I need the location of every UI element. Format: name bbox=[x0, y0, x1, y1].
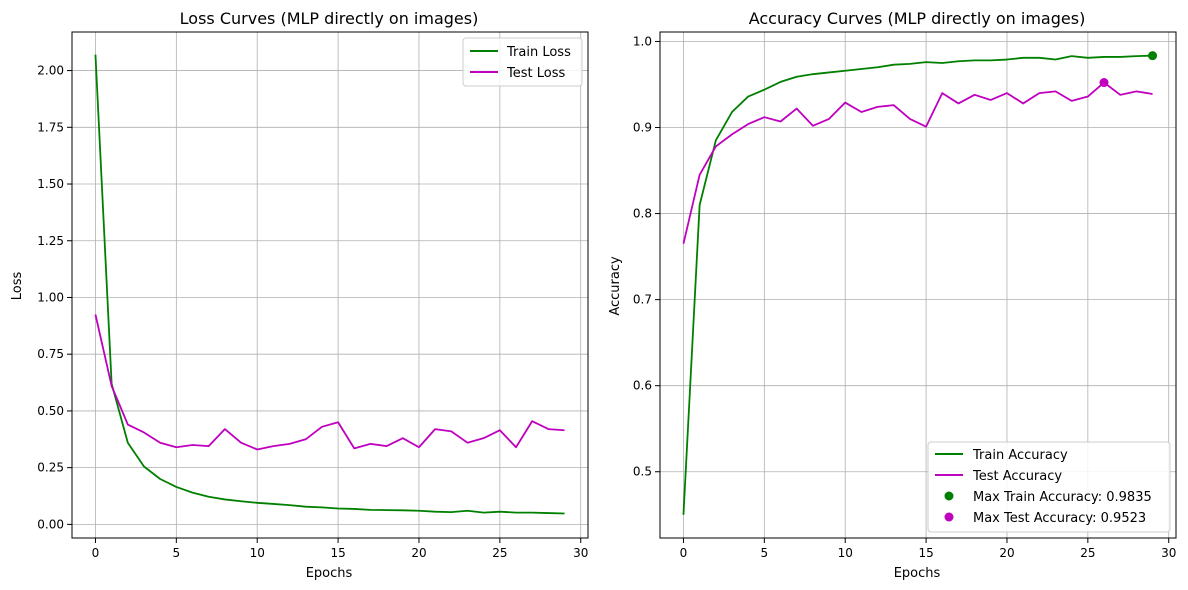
loss-ytick-label: 1.50 bbox=[37, 177, 64, 191]
loss-ytick-label: 0.25 bbox=[37, 461, 64, 475]
loss-legend-label-train: Train Loss bbox=[506, 45, 571, 60]
loss-xlabel: Epochs bbox=[306, 566, 353, 581]
accuracy-xtick-label: 10 bbox=[838, 546, 853, 560]
accuracy-chart-title: Accuracy Curves (MLP directly on images) bbox=[749, 9, 1086, 28]
accuracy-legend-marker-max-test bbox=[944, 512, 954, 522]
accuracy-plot-frame bbox=[659, 31, 1177, 539]
accuracy-legend-label-train: Train Accuracy bbox=[972, 448, 1068, 463]
loss-ytick-label: 2.00 bbox=[37, 64, 64, 78]
loss-series bbox=[94, 54, 565, 515]
loss-xtick-label: 0 bbox=[92, 546, 100, 560]
loss-xtick-label: 25 bbox=[492, 546, 507, 560]
accuracy-legend-marker-max-train bbox=[944, 491, 954, 501]
accuracy-series-line-train bbox=[682, 54, 1153, 515]
loss-series-line-train bbox=[94, 54, 565, 515]
accuracy-legend-label-max-train: Max Train Accuracy: 0.9835 bbox=[973, 490, 1152, 505]
loss-ytick-label: 0.50 bbox=[37, 404, 64, 418]
loss-ytick-label: 1.75 bbox=[37, 120, 64, 134]
loss-ylabel: Loss bbox=[10, 272, 25, 301]
accuracy-ytick-label: 0.8 bbox=[633, 207, 652, 221]
loss-ticks: 0 5 10 15 20 25 30 0.00 0.25 0.50 0.75 1.00 1.25 1.50… bbox=[37, 64, 588, 560]
accuracy-ytick-label: 0.7 bbox=[633, 293, 652, 307]
accuracy-xtick-label: 5 bbox=[761, 546, 769, 560]
accuracy-ylabel: Accuracy bbox=[608, 256, 623, 316]
loss-grid bbox=[72, 32, 588, 538]
accuracy-xlabel: Epochs bbox=[894, 566, 941, 581]
accuracy-ytick-label: 1.0 bbox=[633, 34, 652, 48]
accuracy-series bbox=[682, 51, 1158, 515]
accuracy-chart: Accuracy Curves (MLP directly on images)… bbox=[608, 9, 1177, 581]
loss-chart-title: Loss Curves (MLP directly on images) bbox=[180, 9, 479, 28]
loss-xtick-label: 20 bbox=[411, 546, 426, 560]
loss-xtick-label: 30 bbox=[573, 546, 588, 560]
accuracy-ytick-label: 0.5 bbox=[633, 465, 652, 479]
loss-xtick-label: 10 bbox=[250, 546, 265, 560]
loss-plot-frame bbox=[71, 31, 589, 539]
loss-chart: Loss Curves (MLP directly on images) 0 5 1… bbox=[10, 9, 589, 581]
loss-ytick-label: 0.75 bbox=[37, 347, 64, 361]
loss-ytick-label: 1.25 bbox=[37, 234, 64, 248]
accuracy-legend-box bbox=[927, 441, 1171, 533]
accuracy-xtick-label: 15 bbox=[918, 546, 933, 560]
accuracy-ticks: 0 5 10 15 20 25 30 0.5 0.6 0.7 0.8 0.9 1.0 bbox=[633, 34, 1176, 560]
accuracy-max-point-train bbox=[1148, 51, 1158, 61]
accuracy-legend: Train Accuracy Test Accuracy Max Train A… bbox=[927, 441, 1171, 533]
loss-xtick-label: 15 bbox=[330, 546, 345, 560]
accuracy-max-point-test bbox=[1099, 78, 1109, 88]
loss-legend-label-test: Test Loss bbox=[506, 66, 565, 81]
accuracy-ytick-label: 0.9 bbox=[633, 121, 652, 135]
accuracy-xtick-label: 25 bbox=[1080, 546, 1095, 560]
loss-ytick-label: 1.00 bbox=[37, 290, 64, 304]
accuracy-ytick-label: 0.6 bbox=[633, 379, 652, 393]
accuracy-xtick-label: 30 bbox=[1161, 546, 1176, 560]
loss-xtick-label: 5 bbox=[173, 546, 181, 560]
accuracy-legend-label-max-test: Max Test Accuracy: 0.9523 bbox=[973, 511, 1146, 526]
loss-ytick-label: 0.00 bbox=[37, 517, 64, 531]
accuracy-series-line-test bbox=[682, 81, 1153, 244]
loss-series-line-test bbox=[94, 314, 565, 451]
accuracy-xtick-label: 20 bbox=[999, 546, 1014, 560]
accuracy-legend-label-test: Test Accuracy bbox=[972, 469, 1062, 484]
accuracy-xtick-label: 0 bbox=[680, 546, 688, 560]
loss-legend: Train Loss Test Loss bbox=[462, 37, 583, 87]
